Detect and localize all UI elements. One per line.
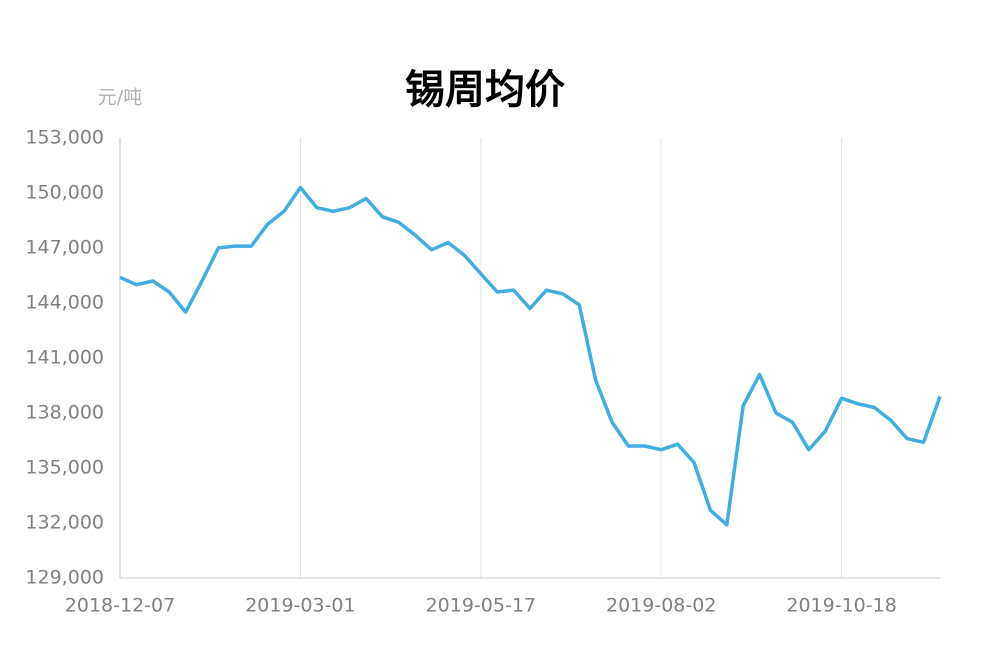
- y-tick-label: 147,000: [25, 237, 104, 259]
- y-tick-label: 132,000: [25, 512, 104, 534]
- line: [119, 185, 942, 527]
- x-tick-label: 2019-03-01: [245, 595, 355, 617]
- y-tick-label: 144,000: [25, 292, 104, 314]
- x-tick-label: 2018-12-07: [65, 595, 175, 617]
- chart-title: 锡周均价: [405, 67, 565, 113]
- y-tick-label: 150,000: [25, 182, 104, 204]
- x-tick-label: 2019-10-18: [786, 595, 896, 617]
- y-tick-label: 153,000: [25, 127, 104, 149]
- y-tick-label: 129,000: [25, 567, 104, 589]
- y-tick-label: 135,000: [25, 457, 104, 479]
- y-axis-unit: 元/吨: [98, 87, 142, 109]
- y-tick-label: 141,000: [25, 347, 104, 369]
- y-tick-label: 138,000: [25, 402, 104, 424]
- x-tick-label: 2019-08-02: [606, 595, 716, 617]
- x-tick-label: 2019-05-17: [426, 595, 536, 617]
